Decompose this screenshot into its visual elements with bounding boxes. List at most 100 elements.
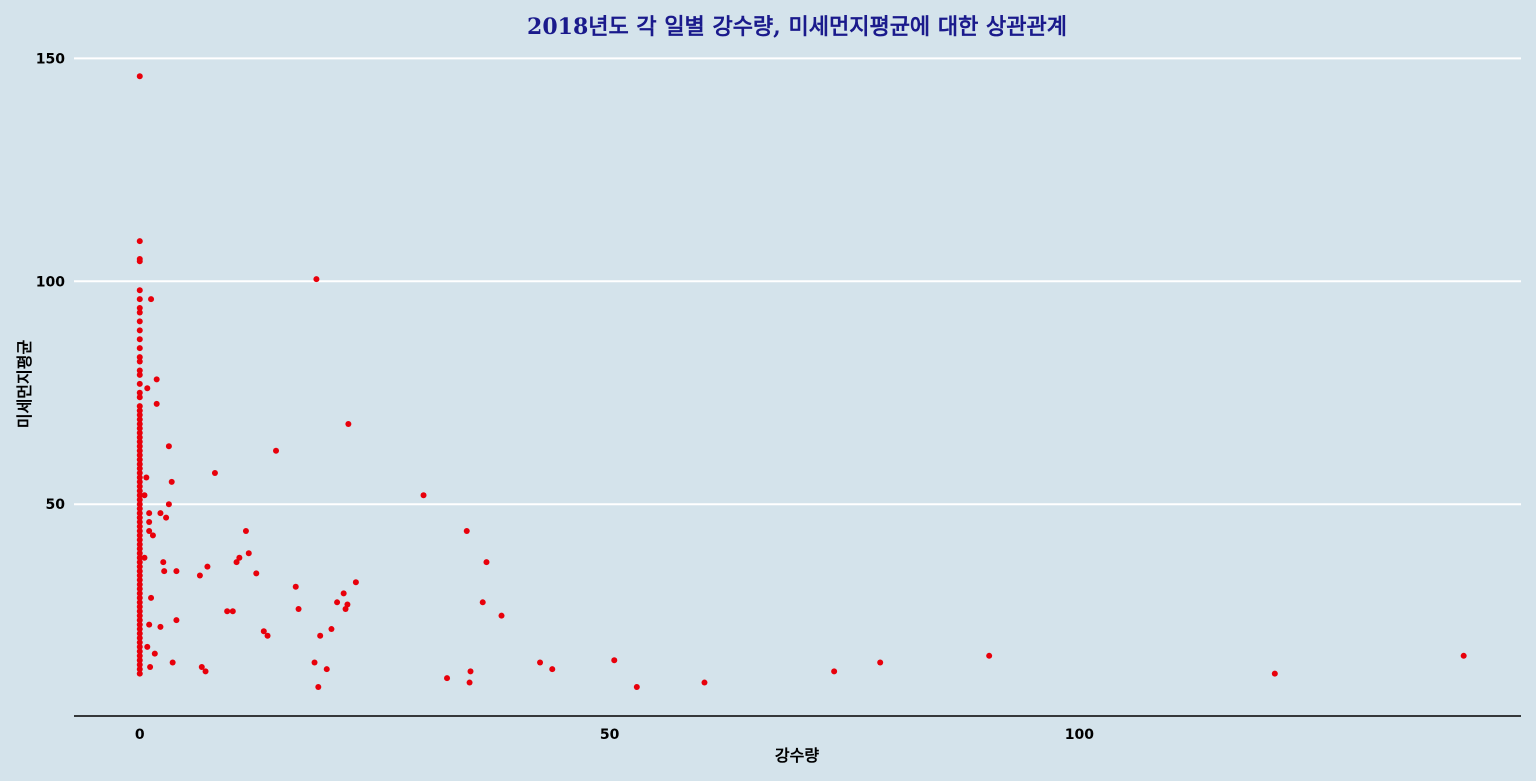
data-point (146, 510, 153, 517)
data-point (136, 412, 143, 419)
data-point (136, 416, 143, 423)
data-point (143, 474, 150, 481)
data-point (633, 684, 640, 691)
data-point (144, 643, 151, 650)
data-point (136, 577, 143, 584)
data-point (1271, 670, 1278, 677)
data-point (149, 532, 156, 539)
data-point (136, 420, 143, 427)
data-point (136, 238, 143, 245)
data-point (136, 371, 143, 378)
data-point (136, 612, 143, 619)
data-point (233, 559, 240, 566)
data-point (136, 505, 143, 512)
y-tick-label: 50 (46, 497, 66, 513)
data-point (136, 519, 143, 526)
data-point (211, 470, 218, 477)
data-point (151, 650, 158, 657)
data-point (877, 659, 884, 666)
data-point (136, 358, 143, 365)
data-point (136, 345, 143, 352)
data-point (146, 519, 153, 526)
data-point (148, 296, 155, 303)
data-point (344, 601, 351, 608)
data-point (136, 594, 143, 601)
data-point (136, 461, 143, 468)
data-point (242, 527, 249, 534)
x-axis-label: 강수량 (775, 746, 819, 765)
data-point (136, 478, 143, 485)
data-point (479, 599, 486, 606)
data-point (549, 666, 556, 673)
data-point (136, 568, 143, 575)
y-axis-label: 미세먼지평균 (15, 340, 34, 429)
data-points (136, 73, 1467, 691)
data-point (136, 496, 143, 503)
data-point (136, 456, 143, 463)
data-point (136, 603, 143, 610)
data-point (141, 554, 148, 561)
data-point (163, 514, 170, 521)
data-point (136, 394, 143, 401)
data-point (202, 668, 209, 675)
x-tick-label: 0 (135, 727, 145, 743)
data-point (136, 287, 143, 294)
data-point (317, 632, 324, 639)
data-point (1460, 652, 1467, 659)
data-point (253, 570, 260, 577)
data-point (136, 73, 143, 80)
data-point (136, 452, 143, 459)
data-point (136, 563, 143, 570)
data-point (173, 617, 180, 624)
data-point (168, 478, 175, 485)
data-point (136, 630, 143, 637)
data-point (313, 276, 320, 283)
data-point (153, 400, 160, 407)
data-point (136, 309, 143, 316)
data-point (498, 612, 505, 619)
data-point (136, 443, 143, 450)
data-point (136, 639, 143, 646)
data-point (136, 354, 143, 361)
data-point (136, 367, 143, 374)
data-point (701, 679, 708, 686)
data-point (136, 652, 143, 659)
data-point (169, 659, 176, 666)
chart-title: 2018년도 각 일별 강수량, 미세먼지평균에 대한 상관관계 (527, 14, 1067, 40)
data-point (260, 628, 267, 635)
data-point (136, 327, 143, 334)
data-point (136, 608, 143, 615)
data-point (136, 545, 143, 552)
data-point (334, 599, 341, 606)
data-point (420, 492, 427, 499)
data-point (136, 380, 143, 387)
data-point (224, 608, 231, 615)
data-point (136, 527, 143, 534)
data-point (196, 572, 203, 579)
data-point (136, 643, 143, 650)
data-point (161, 568, 168, 575)
data-point (136, 536, 143, 543)
data-point (136, 648, 143, 655)
data-point (141, 492, 148, 499)
data-point (136, 510, 143, 517)
data-point (136, 474, 143, 481)
data-point (136, 389, 143, 396)
data-point (236, 554, 243, 561)
data-point (136, 434, 143, 441)
data-point (153, 376, 160, 383)
data-point (204, 563, 211, 570)
data-point (264, 632, 271, 639)
data-point (986, 652, 993, 659)
data-point (173, 568, 180, 575)
data-point (146, 621, 153, 628)
data-point (160, 559, 167, 566)
y-tick-label: 100 (36, 274, 65, 290)
data-point (463, 527, 470, 534)
data-point (136, 581, 143, 588)
data-point (136, 599, 143, 606)
data-point (136, 621, 143, 628)
data-point (273, 447, 280, 454)
data-point (136, 590, 143, 597)
data-point (136, 296, 143, 303)
